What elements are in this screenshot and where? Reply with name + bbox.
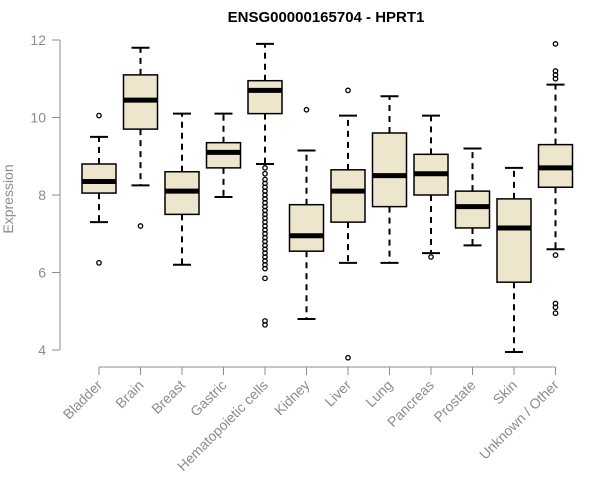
outlier-point bbox=[303, 106, 310, 113]
outlier-point bbox=[262, 321, 268, 328]
box-gastric bbox=[205, 112, 242, 198]
outlier-point bbox=[137, 223, 144, 229]
x-tick-label: Kidney bbox=[271, 377, 313, 419]
y-tick-label: 12 bbox=[30, 32, 46, 48]
x-tick-label: Bladder bbox=[60, 377, 106, 423]
x-tick-label: Lung bbox=[362, 377, 395, 410]
box-unknown-other bbox=[537, 41, 574, 317]
box-prostate bbox=[454, 147, 491, 247]
box-hematopoietic-cells bbox=[247, 42, 283, 328]
outlier-point bbox=[96, 112, 102, 119]
y-tick-label: 8 bbox=[38, 187, 46, 203]
iqr-box bbox=[496, 198, 532, 283]
outlier-point bbox=[552, 41, 559, 47]
outlier-point bbox=[552, 304, 559, 311]
boxes-group bbox=[81, 41, 574, 361]
x-tick-label: Prostate bbox=[430, 377, 478, 425]
box-lung bbox=[371, 95, 408, 264]
outlier-point bbox=[345, 87, 351, 94]
iqr-box bbox=[288, 203, 325, 252]
chart-title: ENSG00000165704 - HPRT1 bbox=[228, 9, 425, 26]
outlier-point bbox=[262, 275, 268, 282]
iqr-box bbox=[454, 190, 491, 229]
outlier-point bbox=[428, 254, 434, 260]
x-tick-label: Breast bbox=[148, 377, 188, 417]
outlier-point bbox=[345, 354, 351, 361]
y-tick-label: 6 bbox=[38, 265, 46, 281]
outlier-point bbox=[262, 170, 268, 177]
box-pancreas bbox=[413, 114, 449, 260]
y-axis: 4 6 8 10 12 bbox=[30, 32, 61, 358]
iqr-box bbox=[81, 163, 117, 194]
y-tick-label: 10 bbox=[30, 110, 46, 126]
y-axis-label: Expression bbox=[0, 164, 16, 233]
x-tick-label: Skin bbox=[490, 377, 521, 408]
x-tick-label: Liver bbox=[321, 377, 354, 410]
box-kidney bbox=[288, 106, 325, 320]
outlier-point bbox=[552, 310, 559, 317]
x-tick-label: Unknown / Other bbox=[476, 377, 562, 463]
outlier-point bbox=[552, 252, 559, 258]
iqr-box bbox=[205, 141, 242, 169]
box-breast bbox=[164, 112, 200, 266]
y-tick-label: 4 bbox=[38, 342, 46, 358]
outlier-point bbox=[262, 165, 268, 171]
outlier-point bbox=[262, 265, 268, 272]
x-tick-label: Brain bbox=[112, 377, 146, 411]
box-brain bbox=[122, 46, 159, 229]
box-skin bbox=[496, 166, 532, 353]
box-liver bbox=[330, 87, 366, 361]
iqr-box bbox=[247, 79, 283, 115]
outlier-point bbox=[552, 75, 559, 82]
iqr-box bbox=[371, 132, 408, 208]
box-bladder bbox=[81, 112, 117, 266]
outlier-point bbox=[96, 259, 102, 266]
iqr-box bbox=[330, 169, 366, 223]
